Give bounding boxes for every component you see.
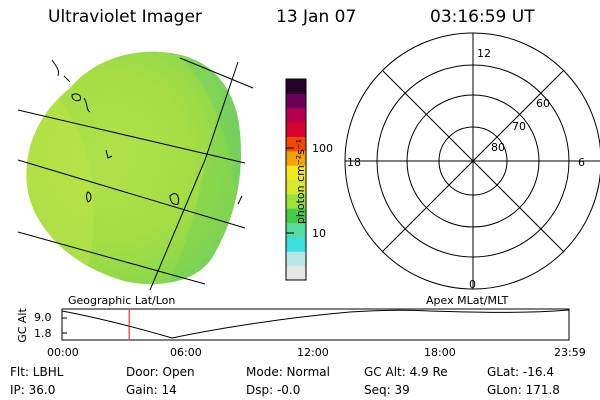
altitude-ytick-low: 1.8 [34, 327, 52, 340]
colorbar-segment [286, 107, 306, 123]
colorbar-segment [286, 150, 306, 166]
info-seq: Seq: 39 [364, 383, 410, 397]
altitude-xtick-1200: 12:00 [297, 346, 329, 359]
colorbar-segment [286, 193, 306, 209]
mlat-label-70: 70 [512, 120, 526, 133]
altitude-plot [61, 308, 570, 341]
info-flt: Flt: LBHL [10, 365, 64, 379]
colorbar-segment [286, 222, 306, 238]
colorbar-segment [286, 165, 306, 180]
info-glat: GLat: -16.4 [487, 365, 554, 379]
colorbar-unit-label: photon cm⁻²s⁻¹ [294, 138, 308, 225]
info-ip: IP: 36.0 [10, 383, 56, 397]
colorbar-tick-10: 10 [312, 227, 326, 240]
mlat-label-80: 80 [491, 141, 505, 154]
altitude-ytick-high: 9.0 [34, 311, 52, 324]
mlt-label-0: 0 [469, 278, 476, 291]
info-mode: Mode: Normal [246, 365, 330, 379]
altitude-xtick-2359: 23:59 [554, 346, 586, 359]
colorbar-segment [286, 93, 306, 109]
altitude-xtick-0000: 00:00 [47, 346, 79, 359]
info-glon: GLon: 171.8 [487, 383, 560, 397]
info-gain: Gain: 14 [126, 383, 177, 397]
polar-plot [344, 32, 600, 290]
info-door: Door: Open [126, 365, 195, 379]
colorbar-segment [286, 208, 306, 224]
colorbar-segment [286, 122, 306, 137]
colorbar-segment [286, 179, 306, 195]
altitude-xtick-0600: 06:00 [170, 346, 202, 359]
info-gc-alt: GC Alt: 4.9 Re [364, 365, 448, 379]
altitude-xtick-1800: 18:00 [424, 346, 456, 359]
colorbar-segment [286, 79, 306, 94]
date-label: 13 Jan 07 [276, 7, 357, 27]
colorbar-segment [286, 251, 306, 267]
colorbar [285, 78, 307, 281]
info-dsp: Dsp: -0.0 [246, 383, 301, 397]
app-title: Ultraviolet Imager [48, 7, 202, 27]
mlt-label-6: 6 [578, 156, 585, 169]
time-label: 03:16:59 UT [430, 7, 535, 27]
mlt-label-18: 18 [347, 156, 361, 169]
mlat-label-60: 60 [536, 97, 550, 110]
geographic-grid [17, 57, 254, 291]
colorbar-segment [286, 236, 306, 252]
image-panel-label: Geographic Lat/Lon [68, 294, 176, 307]
colorbar-segment [286, 265, 306, 281]
altitude-ylabel: GC Alt [15, 308, 29, 343]
mlt-label-12: 12 [477, 47, 491, 60]
polar-panel-label: Apex MLat/MLT [426, 294, 509, 307]
colorbar-tick-100: 100 [312, 142, 333, 155]
